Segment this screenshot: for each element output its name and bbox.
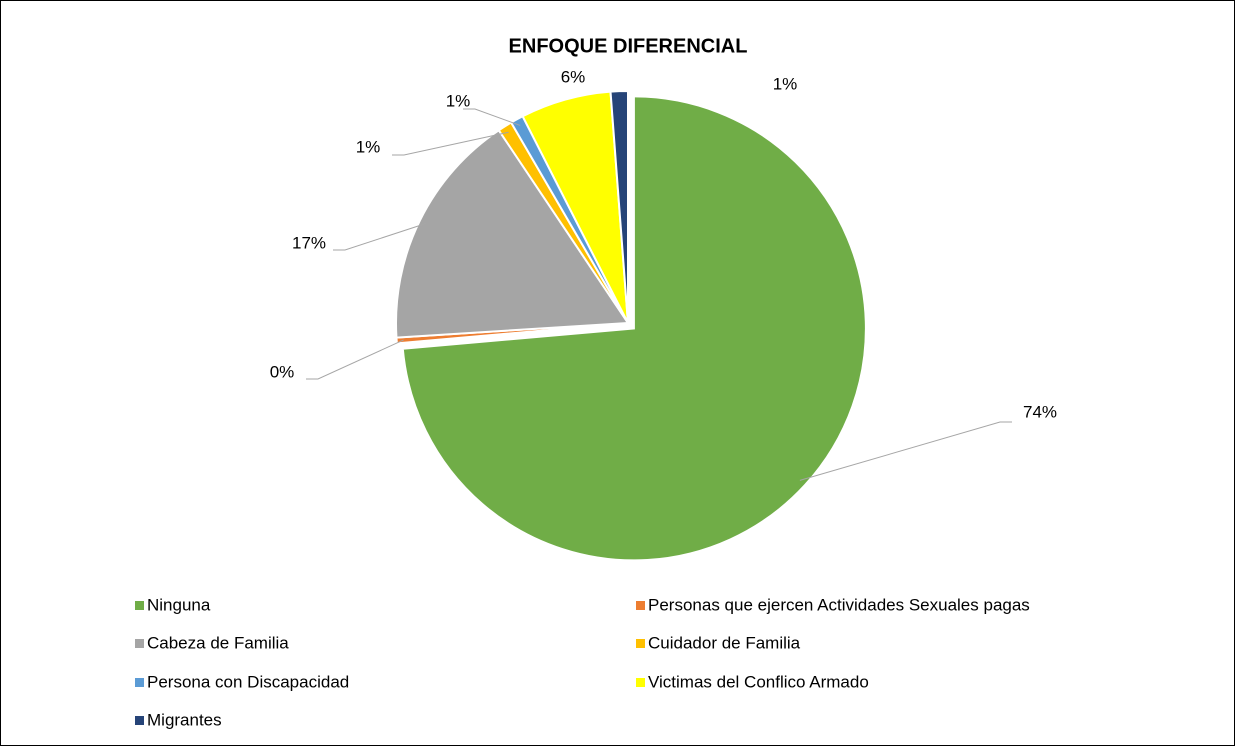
legend-swatch [636, 678, 645, 687]
data-label: 17% [292, 233, 326, 252]
chart-title: ENFOQUE DIFERENCIAL [509, 35, 748, 57]
leader-line [306, 339, 404, 380]
legend-swatch [636, 639, 645, 648]
data-label: 0% [270, 362, 295, 381]
data-label: 74% [1023, 402, 1057, 421]
leader-line [392, 131, 509, 156]
legend-swatch [135, 716, 144, 725]
legend-label: Persona con Discapacidad [147, 672, 349, 691]
legend-label: Cuidador de Familia [648, 633, 801, 652]
leader-line [463, 108, 521, 126]
data-label: 1% [446, 91, 471, 110]
leader-line [799, 421, 1012, 481]
pie-slice [609, 89, 629, 324]
legend-label: Victimas del Conflico Armado [648, 672, 869, 691]
legend-swatch [135, 639, 144, 648]
legend-label: Personas que ejercen Actividades Sexuale… [648, 595, 1030, 614]
legend-swatch [135, 601, 144, 610]
legend-swatch [135, 678, 144, 687]
pie-slice [395, 128, 630, 339]
legend-label: Ninguna [147, 595, 211, 614]
data-label: 6% [561, 67, 586, 86]
legend-swatch [636, 601, 645, 610]
legend-label: Cabeza de Familia [147, 633, 289, 652]
data-label: 1% [773, 74, 798, 93]
pie-slice [401, 95, 867, 562]
legend-label: Migrantes [147, 710, 222, 729]
data-label: 1% [356, 137, 381, 156]
leader-line [333, 222, 427, 251]
